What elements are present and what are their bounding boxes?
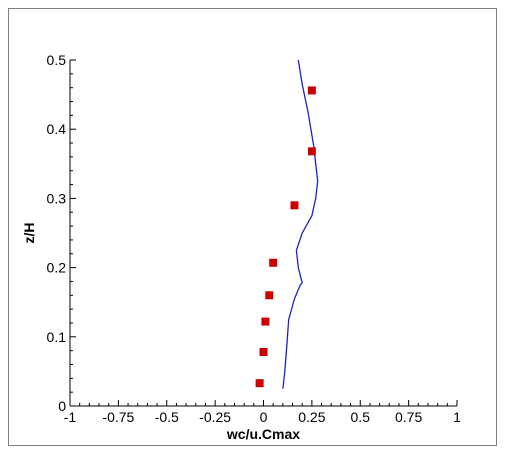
y-tick-label: 0 — [58, 398, 66, 414]
y-tick-label: 0.1 — [47, 329, 67, 345]
data-point-marker — [261, 317, 270, 326]
x-tick-label: -0.5 — [155, 409, 179, 425]
chart-frame — [8, 8, 497, 446]
series-line — [282, 59, 319, 389]
x-axis-ticks: -1 -0.75 -0.5 -0.25 0 0.25 0.5 0.75 1 — [64, 400, 461, 425]
y-tick-label: 0.4 — [47, 121, 67, 137]
y-axis-ticks: 0 0.1 0.2 0.3 0.4 0.5 — [47, 52, 76, 414]
data-point-marker — [265, 291, 274, 300]
y-tick-label: 0.3 — [47, 190, 67, 206]
x-axis-label: wc/u.Cmax — [226, 426, 300, 442]
data-point-marker — [307, 86, 316, 95]
data-point-marker — [259, 348, 268, 357]
x-tick-label: -0.75 — [102, 409, 134, 425]
x-tick-label: -1 — [64, 409, 77, 425]
x-tick-label: 0 — [260, 409, 268, 425]
series-layer — [255, 59, 319, 389]
x-tick-label: 0.75 — [395, 409, 422, 425]
y-tick-label: 0.5 — [47, 52, 67, 68]
y-axis-label: z/H — [21, 223, 37, 244]
x-tick-label: 1 — [453, 409, 461, 425]
data-point-marker — [307, 147, 316, 156]
data-point-marker — [255, 379, 264, 388]
x-tick-label: -0.25 — [199, 409, 231, 425]
y-tick-label: 0.2 — [47, 260, 67, 276]
data-point-marker — [269, 258, 278, 267]
data-point-marker — [290, 201, 299, 210]
x-tick-label: 0.25 — [298, 409, 325, 425]
x-tick-label: 0.5 — [351, 409, 371, 425]
